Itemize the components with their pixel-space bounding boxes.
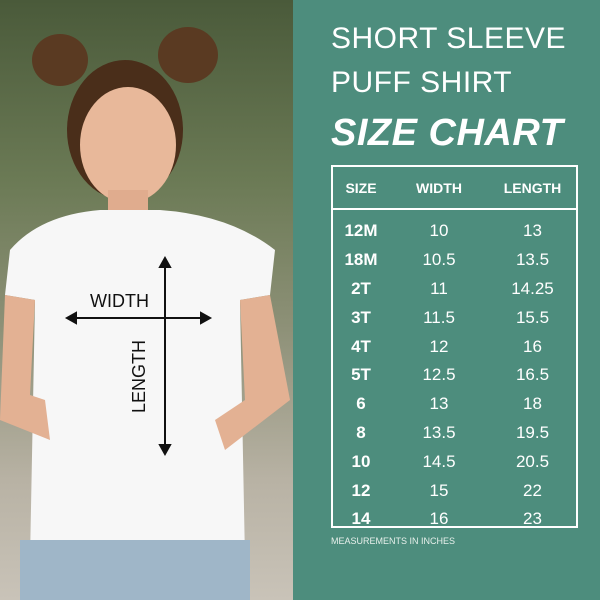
width-cell: 12.5 xyxy=(422,365,456,385)
size-cell: 12M xyxy=(344,221,378,241)
length-cell: 13.5 xyxy=(515,250,550,270)
length-cell: 15.5 xyxy=(515,307,550,327)
table-row: 14 16 23 xyxy=(333,505,576,534)
table-row: 10 14.5 20.5 xyxy=(333,447,576,476)
size-cell: 12 xyxy=(351,480,371,500)
width-cell: 13.5 xyxy=(422,422,456,442)
header-size: SIZE xyxy=(345,179,377,196)
length-cell: 16 xyxy=(523,336,542,356)
size-cell: 4T xyxy=(351,336,371,356)
length-cell: 20.5 xyxy=(515,451,550,471)
length-cell: 23 xyxy=(523,509,542,529)
width-label: WIDTH xyxy=(90,291,149,311)
width-cell: 11 xyxy=(430,278,448,298)
model-photo: WIDTH LENGTH xyxy=(0,0,293,600)
table-row: 12 15 22 xyxy=(333,476,576,505)
length-cell: 22 xyxy=(523,480,542,500)
width-cell: 10.5 xyxy=(422,250,456,270)
table-row: 2T 11 14.25 xyxy=(333,275,576,304)
length-label: LENGTH xyxy=(129,339,150,414)
length-cell: 19.5 xyxy=(515,422,550,442)
size-cell: 2T xyxy=(351,278,371,298)
width-cell: 12 xyxy=(429,336,449,356)
measurement-note: MEASUREMENTS IN INCHES xyxy=(331,536,456,546)
width-cell: 14.5 xyxy=(422,451,456,471)
header-width: WIDTH xyxy=(416,179,462,196)
measurement-arrows xyxy=(64,255,213,457)
width-cell: 11.5 xyxy=(423,307,455,327)
table-row: 12M 10 13 xyxy=(333,217,576,246)
table-row: 3T 11.5 15.5 xyxy=(333,303,576,332)
length-cell: 16.5 xyxy=(515,365,550,385)
width-cell: 15 xyxy=(429,480,449,500)
width-cell: 16 xyxy=(429,509,449,529)
length-cell: 18 xyxy=(523,394,542,414)
size-cell: 6 xyxy=(356,394,366,414)
length-cell: 14.25 xyxy=(511,278,554,298)
header-length: LENGTH xyxy=(503,179,562,196)
table-row: 18M 10.5 13.5 xyxy=(333,246,576,275)
length-cell: 13 xyxy=(523,221,542,241)
width-cell: 10 xyxy=(429,221,449,241)
size-cell: 3T xyxy=(351,307,371,327)
title-line-1: SHORT SLEEVE xyxy=(331,22,566,55)
size-cell: 14 xyxy=(351,509,371,529)
girl-in-shirt-illustration xyxy=(0,27,290,600)
title-size-chart: SIZE CHART xyxy=(331,112,564,154)
size-cell: 5T xyxy=(351,365,371,385)
size-cell: 8 xyxy=(356,422,366,442)
table-row: 5T 12.5 16.5 xyxy=(333,361,576,390)
size-cell: 10 xyxy=(351,451,371,471)
title-line-2: PUFF SHIRT xyxy=(331,66,513,99)
table-header: SIZE WIDTH LENGTH xyxy=(333,167,576,210)
size-table: SIZE WIDTH LENGTH 12M 10 13 18M 10.5 13.5 2T 11… xyxy=(331,165,578,528)
table-row: 6 13 18 xyxy=(333,390,576,419)
table-row: 8 13.5 19.5 xyxy=(333,419,576,448)
width-cell: 13 xyxy=(429,394,449,414)
table-row: 4T 12 16 xyxy=(333,332,576,361)
size-cell: 18M xyxy=(344,250,378,270)
